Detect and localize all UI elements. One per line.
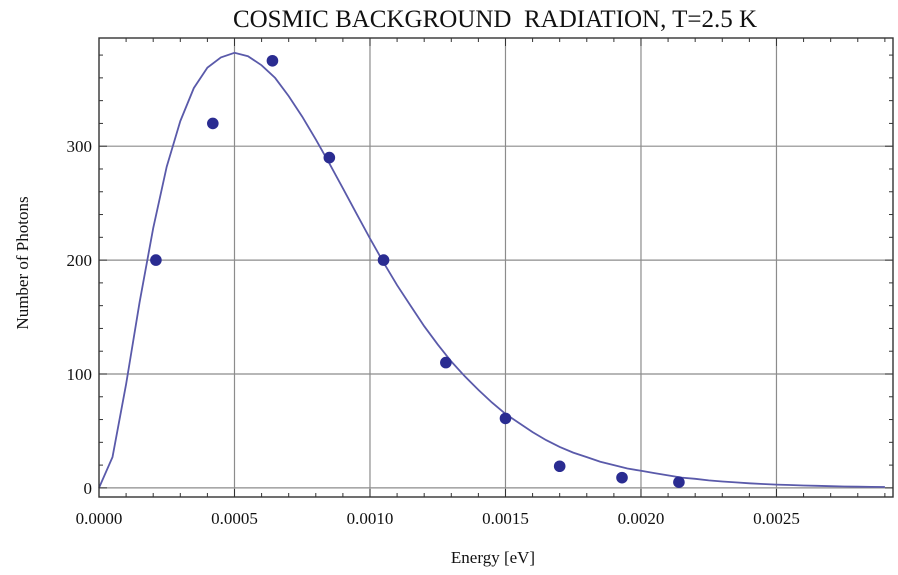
x-tick-label: 0.0005 bbox=[211, 509, 258, 528]
x-tick-label: 0.0010 bbox=[347, 509, 394, 528]
plot-frame bbox=[98, 37, 894, 498]
data-point bbox=[673, 476, 685, 488]
data-point bbox=[150, 254, 162, 266]
data-point bbox=[499, 412, 512, 425]
x-tick-label: 0.0025 bbox=[753, 509, 800, 528]
x-tick-label: 0.0015 bbox=[482, 509, 529, 528]
data-points bbox=[150, 54, 685, 488]
data-point bbox=[207, 117, 219, 130]
chart-title: COSMIC BACKGROUND RADIATION, T=2.5 K bbox=[233, 6, 757, 33]
data-point bbox=[616, 471, 628, 484]
data-point bbox=[553, 460, 566, 473]
y-axis-ticks: 0 100 200 300 bbox=[67, 54, 893, 498]
data-point bbox=[377, 254, 390, 266]
x-tick-label: 0.0000 bbox=[76, 509, 123, 528]
y-tick-label: 300 bbox=[67, 137, 93, 156]
data-point bbox=[323, 151, 336, 164]
y-tick-label: 100 bbox=[67, 365, 93, 384]
plot-border bbox=[98, 37, 894, 498]
x-tick-label: 0.0020 bbox=[618, 509, 665, 528]
y-axis-label: Number of Photons bbox=[13, 196, 32, 329]
x-axis-ticks: 0.0000 0.0005 0.0010 0.0015 0.0020 0.0025 bbox=[76, 38, 886, 528]
grid-lines bbox=[99, 38, 893, 497]
fit-curve bbox=[98, 51, 885, 489]
data-point bbox=[266, 54, 279, 67]
y-tick-label: 0 bbox=[84, 479, 93, 498]
x-axis-label: Energy [eV] bbox=[451, 548, 535, 567]
y-tick-label: 200 bbox=[67, 251, 93, 270]
data-point bbox=[440, 356, 452, 369]
fit-curve-layer bbox=[98, 51, 885, 489]
